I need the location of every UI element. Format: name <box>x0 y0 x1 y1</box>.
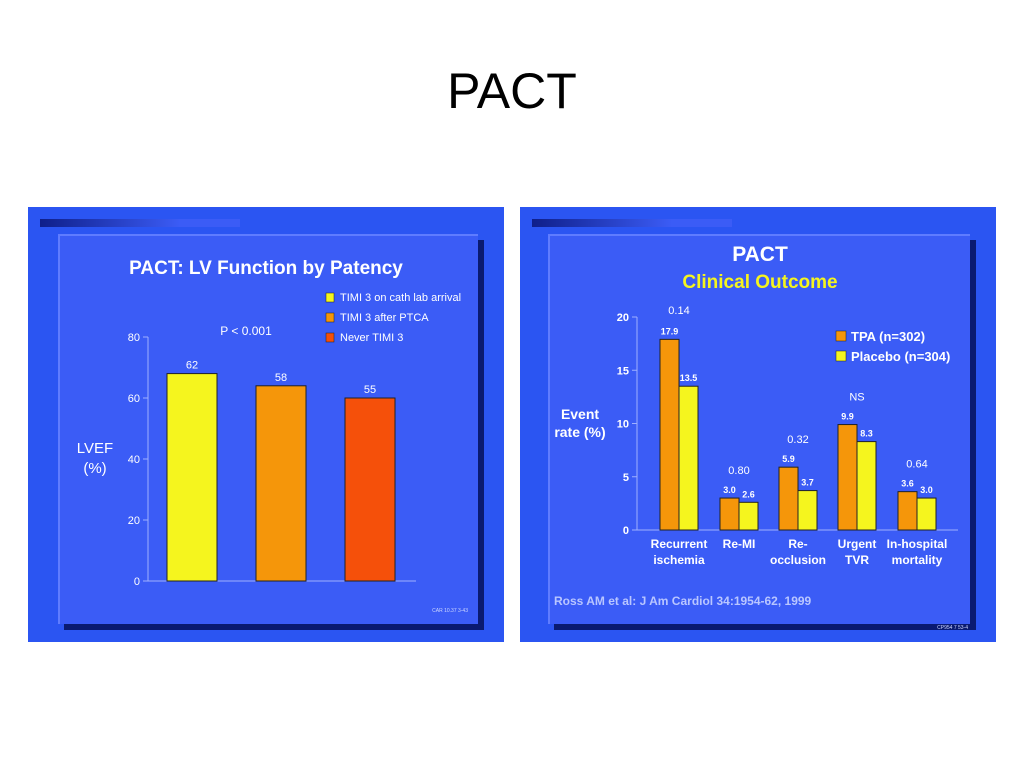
x-category-label: ischemia <box>653 553 705 567</box>
bar <box>344 397 396 582</box>
legend-swatch <box>835 330 847 342</box>
footnote: CAR 10.37 3-43 <box>432 608 468 614</box>
chart-title: PACT <box>732 243 788 266</box>
x-category-label: Recurrent <box>651 537 708 551</box>
y-axis-label: LVEF <box>77 440 113 457</box>
p-value-annotation: P < 0.001 <box>220 324 272 338</box>
bar-data-label: 8.3 <box>860 429 873 439</box>
y-tick-label: 80 <box>128 332 140 344</box>
bar <box>916 497 937 531</box>
legend-swatch <box>835 350 847 362</box>
x-category-label: In-hospital <box>887 537 948 551</box>
bar-data-label: 9.9 <box>841 412 854 422</box>
chart-subtitle: Clinical Outcome <box>682 272 837 293</box>
citation: Ross AM et al: J Am Cardiol 34:1954-62, … <box>554 594 812 608</box>
bar <box>166 373 218 582</box>
x-category-label: mortality <box>892 553 943 567</box>
legend-label: Never TIMI 3 <box>340 332 403 344</box>
bar <box>719 497 740 531</box>
legend-label: Placebo (n=304) <box>851 349 950 364</box>
chart-slide-background <box>548 234 970 624</box>
y-tick-label: 40 <box>128 454 140 466</box>
bar-data-label: 5.9 <box>782 454 795 464</box>
y-tick-label: 10 <box>617 419 629 431</box>
y-tick-label: 15 <box>617 365 629 377</box>
bar-data-label: 17.9 <box>661 326 679 336</box>
x-category-label: Re- <box>788 537 807 551</box>
bar-data-label: 3.0 <box>723 485 736 495</box>
legend-swatch <box>325 332 335 343</box>
p-value-label: 0.32 <box>787 434 808 446</box>
legend-label: TPA (n=302) <box>851 329 925 344</box>
legend-label: TIMI 3 after PTCA <box>340 312 429 324</box>
bar-data-label: 13.5 <box>680 373 698 383</box>
bar-data-label: 3.6 <box>901 479 914 489</box>
legend-swatch <box>325 312 335 323</box>
bar <box>797 490 818 531</box>
p-value-label: 0.14 <box>668 305 689 317</box>
y-tick-label: 5 <box>623 472 629 484</box>
footnote: CP954 7 53-4 <box>937 625 968 631</box>
x-category-label: occlusion <box>770 553 826 567</box>
y-axis-label: (%) <box>83 460 106 477</box>
bar <box>678 385 699 531</box>
y-axis-label: Event <box>561 406 599 422</box>
bar-data-label: 2.6 <box>742 489 755 499</box>
bar-data-label: 55 <box>364 384 376 396</box>
bar <box>897 491 918 531</box>
y-tick-label: 0 <box>134 576 140 588</box>
y-tick-label: 20 <box>128 515 140 527</box>
bar-data-label: 3.7 <box>801 478 814 488</box>
bar <box>738 501 759 531</box>
bar <box>778 466 799 531</box>
x-category-label: Re-MI <box>723 537 756 551</box>
bar-data-label: 62 <box>186 360 198 372</box>
bar <box>659 338 680 531</box>
panel-accent-bar <box>532 219 732 227</box>
lv-function-bar-chart: PACT: LV Function by Patency 0 20 40 60 80 LVE… <box>77 258 468 614</box>
p-value-label: 0.80 <box>728 465 749 477</box>
clinical-outcome-bar-chart: PACT Clinical Outcome 0 5 10 15 20 Event rate (%… <box>554 243 968 631</box>
chart-title: PACT: LV Function by Patency <box>129 258 403 279</box>
chart-panel-clinical-outcome: PACT Clinical Outcome 0 5 10 15 20 Event rate (%… <box>520 207 996 642</box>
p-value-label: NS <box>849 392 864 404</box>
legend-swatch <box>325 292 335 303</box>
x-category-label: Urgent <box>838 537 877 551</box>
x-category-label: TVR <box>845 553 869 567</box>
panel-accent-bar <box>40 219 240 227</box>
y-tick-label: 20 <box>617 312 629 324</box>
chart-panel-lv-function: PACT: LV Function by Patency 0 20 40 60 80 LVE… <box>28 207 504 642</box>
slide-title: PACT <box>447 63 577 119</box>
bar <box>856 441 877 531</box>
bar <box>837 424 858 531</box>
bar <box>255 385 307 582</box>
y-axis-label: rate (%) <box>554 424 605 440</box>
bar-data-label: 3.0 <box>920 485 933 495</box>
p-value-label: 0.64 <box>906 459 927 471</box>
legend-label: TIMI 3 on cath lab arrival <box>340 292 461 304</box>
y-tick-label: 60 <box>128 393 140 405</box>
y-tick-label: 0 <box>623 525 629 537</box>
bar-data-label: 58 <box>275 372 287 384</box>
